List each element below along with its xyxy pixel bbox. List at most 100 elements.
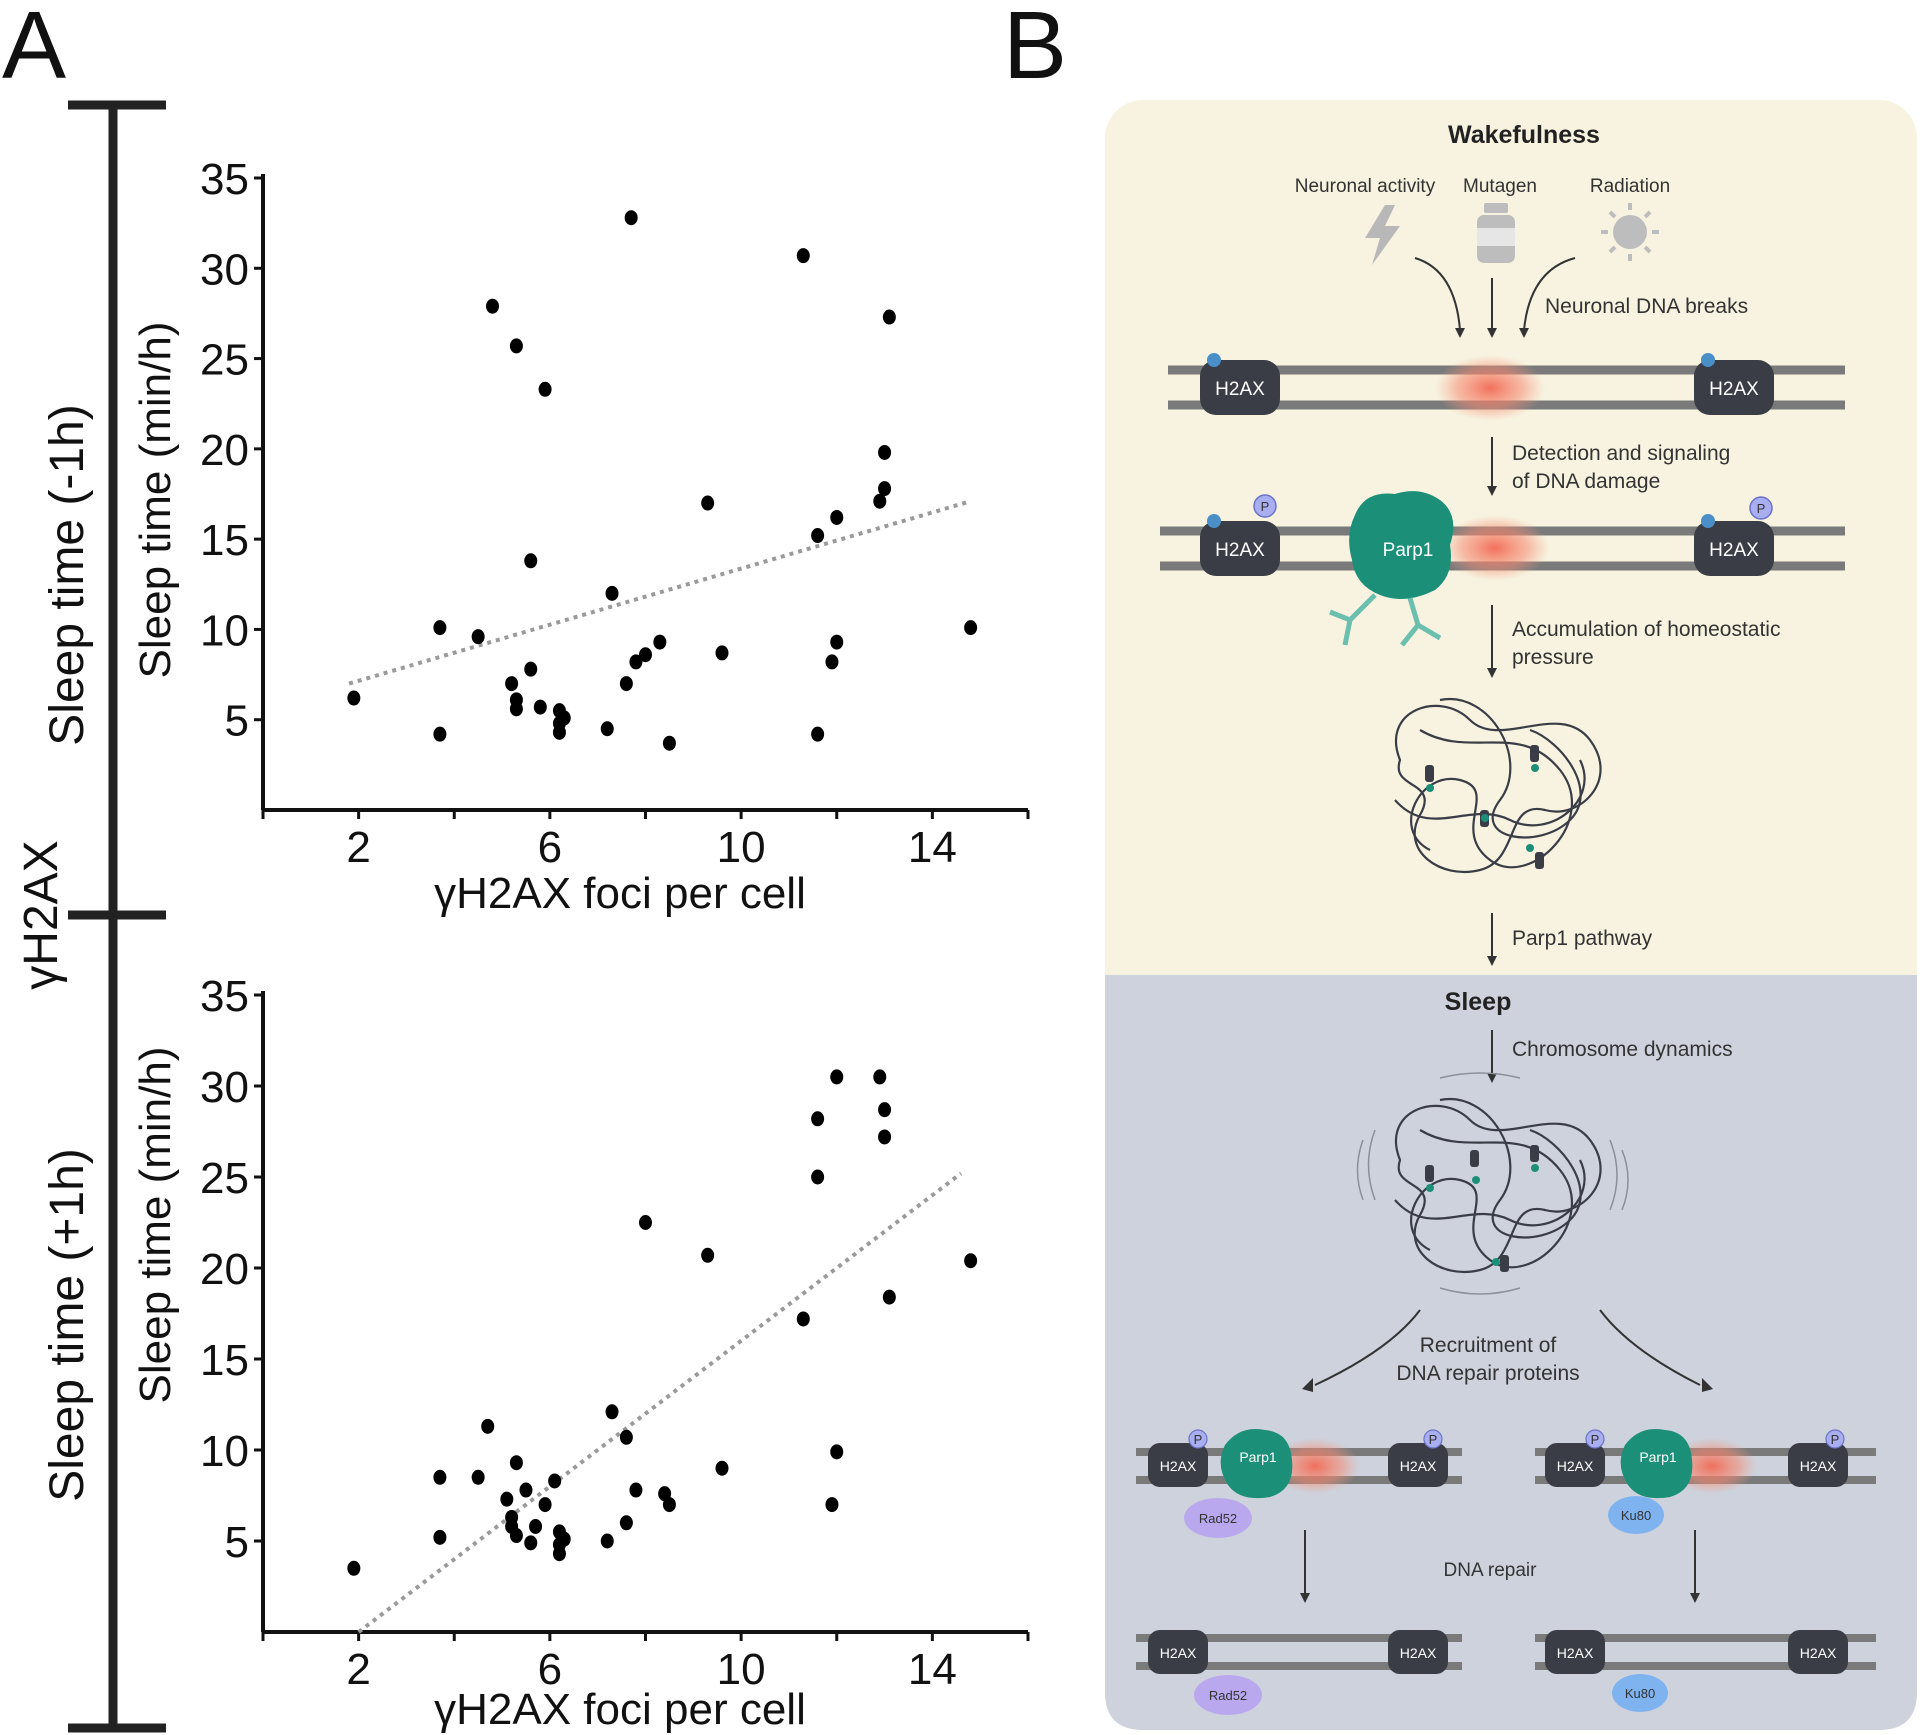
svg-text:H2AX: H2AX — [1800, 1458, 1837, 1474]
x-tick-label: 6 — [538, 1645, 562, 1694]
y-tick-label: 20 — [200, 426, 249, 475]
data-point — [529, 1518, 543, 1534]
trend-line — [348, 499, 972, 686]
wakefulness-title: Wakefulness — [1448, 121, 1600, 149]
chart-marks: 2 6 10 14 5 10 15 20 25 30 35 — [200, 155, 1030, 872]
y-tick-label: 5 — [225, 1518, 249, 1567]
data-point — [964, 620, 978, 636]
data-point — [619, 676, 633, 692]
h2ax-nucleosome — [1788, 1630, 1848, 1674]
y-tick-label: 10 — [200, 606, 249, 655]
phospho-mark — [1585, 1429, 1605, 1449]
x-axis-title: γH2AX foci per cell — [434, 869, 806, 918]
stressor-neuronal-activity-label: Neuronal activity — [1295, 176, 1436, 197]
data-point — [796, 248, 810, 264]
step-accumulation-line1: Accumulation of homeostatic — [1512, 618, 1780, 641]
svg-text:Parp1: Parp1 — [1383, 540, 1434, 561]
panel-a-letter: A — [2, 0, 66, 99]
data-point — [486, 298, 499, 314]
svg-text:P: P — [1757, 501, 1766, 516]
y-tick-label: 35 — [200, 972, 249, 1021]
arrowhead — [1690, 1593, 1700, 1603]
data-point — [624, 210, 638, 226]
data-point — [873, 493, 887, 509]
data-point — [552, 724, 566, 740]
phospho-mark — [1188, 1429, 1208, 1449]
arrowhead — [1487, 486, 1497, 496]
data-point — [605, 585, 619, 601]
sleep-background — [1105, 975, 1917, 1730]
data-point — [878, 444, 892, 460]
arrowhead — [1487, 956, 1497, 966]
arrow-right-branch — [1599, 1309, 1701, 1386]
h2ax-nucleosome — [1788, 1443, 1848, 1487]
step-dna-repair: DNA repair — [1444, 1560, 1538, 1581]
svg-text:P: P — [1429, 1432, 1438, 1447]
step-detection-line1: Detection and signaling — [1512, 442, 1730, 465]
y-tick-label: 15 — [200, 516, 249, 565]
svg-text:H2AX: H2AX — [1709, 379, 1759, 400]
data-point — [715, 645, 729, 661]
data-point — [509, 338, 523, 354]
x-tick-label: 2 — [346, 823, 370, 872]
dna-strand-1: H2AX H2AX — [1168, 353, 1845, 421]
data-point — [471, 1469, 485, 1485]
chromatin-marks-sleep — [1425, 1145, 1539, 1272]
data-point — [825, 654, 839, 670]
data-point — [715, 1460, 729, 1476]
dna-strand-2: H2AX P H2AX P Parp1 — [1160, 491, 1845, 647]
data-point — [481, 1418, 495, 1434]
outer-label-plus-1h: Sleep time (+1h) — [41, 1148, 94, 1502]
stressor-radiation-label: Radiation — [1590, 176, 1670, 197]
x-tick-label: 14 — [908, 1645, 957, 1694]
parp1-protein: Parp1 — [1329, 491, 1454, 647]
data-point — [639, 647, 652, 663]
stressor-arrows — [1414, 257, 1576, 331]
trend-line — [357, 1171, 963, 1634]
h2ax-nucleosome — [1545, 1443, 1605, 1487]
svg-text:H2AX: H2AX — [1400, 1645, 1437, 1661]
y-tick-label: 5 — [225, 697, 249, 746]
data-point — [505, 676, 519, 692]
scatter-chart-plus-1h: Sleep time (+1h) Sleep time (min/h) γH2A… — [41, 972, 1030, 1734]
data-point — [548, 1473, 562, 1489]
data-point — [557, 1531, 571, 1547]
data-point — [524, 553, 538, 569]
data-point — [811, 528, 825, 544]
h2ax-nucleosome — [1545, 1630, 1605, 1674]
parp1-protein — [1220, 1429, 1293, 1499]
arrowhead — [1487, 668, 1497, 678]
svg-text:H2AX: H2AX — [1215, 379, 1265, 400]
rad52-protein — [1194, 1675, 1262, 1715]
phospho-mark — [1825, 1429, 1845, 1449]
data-point — [557, 710, 571, 726]
ku80-protein — [1608, 1496, 1664, 1534]
data-point — [629, 654, 643, 670]
svg-text:P: P — [1831, 1432, 1840, 1447]
arrowhead — [1300, 1593, 1310, 1603]
data-point — [830, 634, 844, 650]
data-point — [524, 1535, 538, 1551]
data-point — [653, 634, 667, 650]
svg-text:H2AX: H2AX — [1800, 1645, 1837, 1661]
data-point — [538, 381, 552, 397]
dna-damage-site — [1270, 1438, 1360, 1494]
svg-text:H2AX: H2AX — [1215, 540, 1265, 561]
arrowhead — [1702, 1378, 1713, 1392]
y-tick-label: 20 — [200, 1245, 249, 1294]
data-point — [600, 721, 614, 737]
arrowhead — [1487, 1073, 1497, 1083]
data-point — [811, 1111, 825, 1127]
repair-complex-rad52: H2AX P H2AX P Parp1 Rad52 — [1136, 1429, 1462, 1538]
data-point — [605, 1404, 619, 1420]
stressor-mutagen-label: Mutagen — [1463, 176, 1537, 197]
parp1-protein — [1620, 1429, 1693, 1499]
data-point — [830, 1069, 844, 1085]
x-tick-label: 2 — [346, 1645, 370, 1694]
h2ax-nucleosome: H2AX — [1694, 353, 1774, 415]
motion-lines — [1356, 1072, 1629, 1295]
y-axis-title: Sleep time (min/h) — [131, 1046, 180, 1403]
h2ax-nucleosome — [1388, 1443, 1448, 1487]
data-point — [619, 1429, 633, 1445]
svg-text:P: P — [1194, 1432, 1203, 1447]
